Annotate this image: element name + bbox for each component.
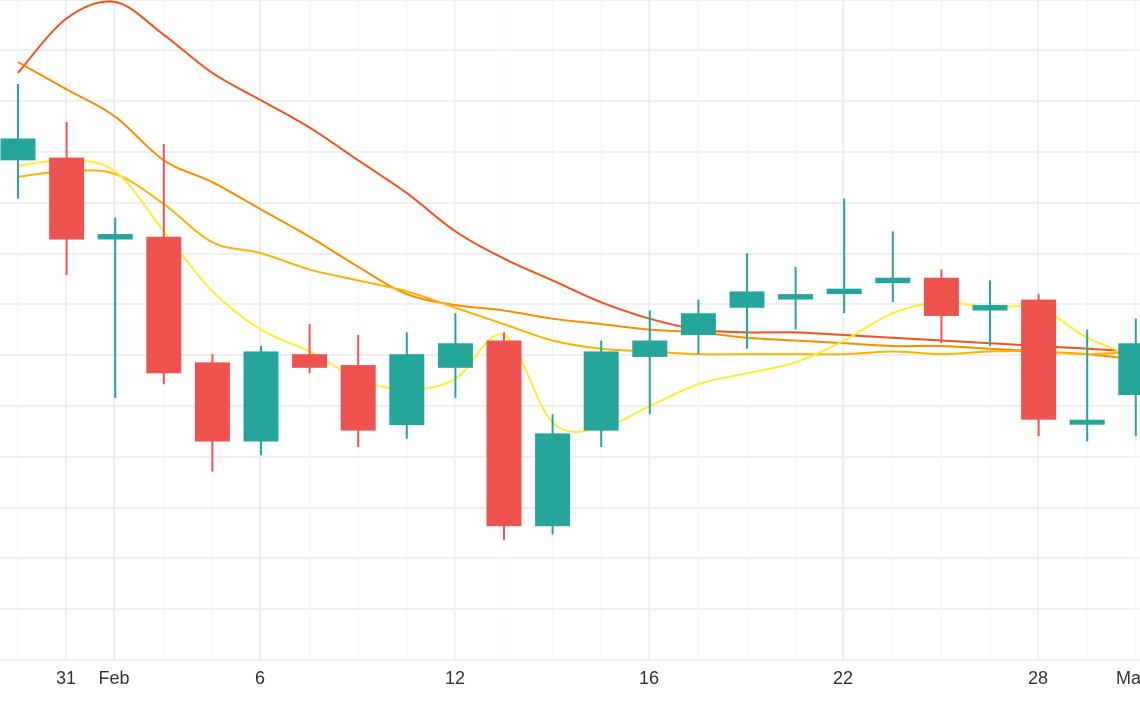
candle xyxy=(97,217,133,398)
candle-body xyxy=(1069,419,1105,425)
moving-average-line xyxy=(17,169,1136,356)
candle-body xyxy=(97,234,133,240)
candle xyxy=(1021,294,1057,437)
candle-body xyxy=(389,354,425,426)
candle xyxy=(680,299,716,355)
candle xyxy=(729,253,765,349)
candle xyxy=(340,335,376,447)
candle xyxy=(389,332,425,439)
candle-body xyxy=(680,313,716,336)
candle-body xyxy=(49,157,85,240)
candle xyxy=(923,269,959,344)
candle xyxy=(146,143,182,385)
candle xyxy=(1118,318,1140,437)
candle-body xyxy=(826,288,862,295)
candle-body xyxy=(632,340,668,357)
candles xyxy=(0,83,1140,540)
moving-average-line xyxy=(17,61,1136,361)
candle xyxy=(583,340,619,447)
candle-body xyxy=(486,340,522,527)
candle xyxy=(292,324,328,374)
candle-body xyxy=(1118,343,1140,396)
candle xyxy=(535,414,571,535)
x-tick-label: Feb xyxy=(98,668,129,688)
candle-body xyxy=(340,365,376,431)
candle xyxy=(778,266,814,330)
candle-body xyxy=(0,138,36,161)
x-tick-label: Ma xyxy=(1116,668,1140,688)
candle-body xyxy=(1021,299,1057,420)
candle-body xyxy=(972,305,1008,311)
candle-body xyxy=(146,236,182,374)
candle-body xyxy=(729,291,765,308)
candle-body xyxy=(243,351,279,442)
moving-average-line xyxy=(17,159,1137,433)
candle xyxy=(875,231,911,303)
candle xyxy=(49,122,85,275)
candle-body xyxy=(194,362,230,442)
grid xyxy=(0,0,1140,661)
candle-body xyxy=(437,343,473,368)
candle xyxy=(194,354,230,472)
candle-body xyxy=(535,433,571,527)
candle xyxy=(826,198,862,314)
x-tick-label: 12 xyxy=(445,668,465,688)
candle-body xyxy=(292,354,328,368)
x-tick-label: 6 xyxy=(255,668,265,688)
candle xyxy=(0,83,36,199)
candle-body xyxy=(923,277,959,316)
x-tick-label: 28 xyxy=(1028,668,1048,688)
candle xyxy=(486,332,522,540)
candle-body xyxy=(583,351,619,431)
candle xyxy=(972,280,1008,346)
x-tick-label: 16 xyxy=(639,668,659,688)
candle xyxy=(1069,329,1105,442)
candle xyxy=(243,345,279,456)
moving-average-lines xyxy=(17,0,1137,433)
candle xyxy=(632,310,668,415)
x-tick-label: 31 xyxy=(56,668,76,688)
x-axis: 31 Feb 6 12 16 22 28 Ma xyxy=(56,668,1140,688)
moving-average-line xyxy=(17,0,1136,353)
x-tick-label: 22 xyxy=(833,668,853,688)
candle-body xyxy=(778,294,814,300)
candle xyxy=(437,313,473,398)
candle-body xyxy=(875,277,911,284)
